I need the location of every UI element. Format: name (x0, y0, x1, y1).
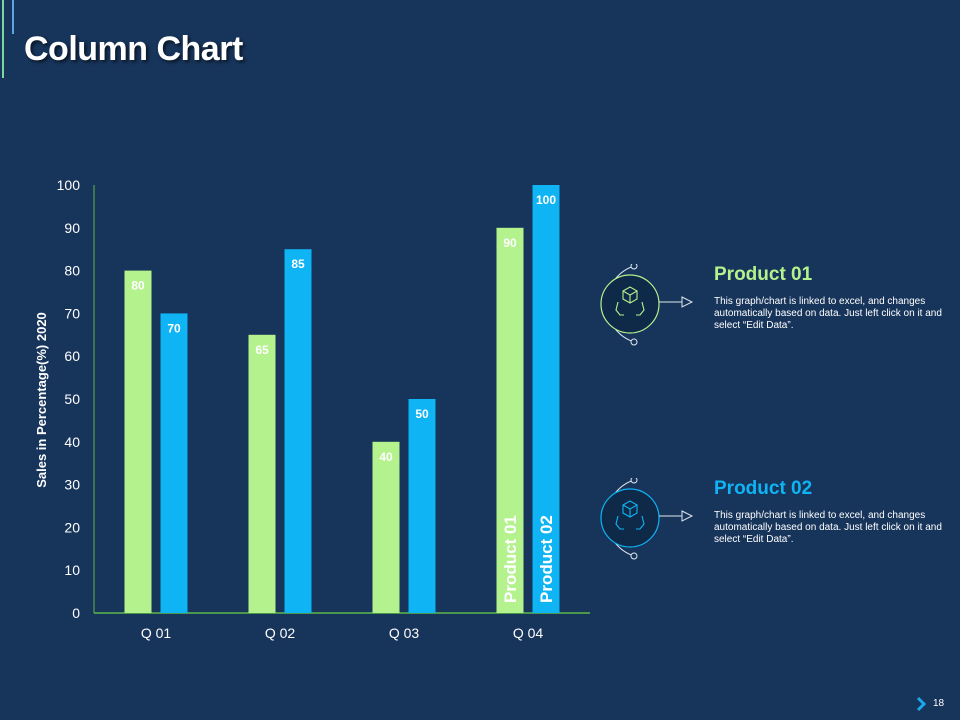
legend-product-01: Product 01 This graph/chart is linked to… (590, 264, 950, 364)
legend-title: Product 02 (714, 478, 813, 499)
y-tick-label: 80 (64, 263, 80, 279)
y-axis-ticks: 0 10 20 30 40 50 60 70 80 90 100 (57, 177, 81, 621)
y-tick-label: 90 (64, 220, 80, 236)
series-labels-on-bars: Product 01 Product 02 (501, 515, 556, 603)
bars (124, 185, 560, 614)
legend-product-02: Product 02 This graph/chart is linked to… (590, 478, 950, 578)
data-label: 65 (255, 343, 269, 357)
bar-product-01-q02 (248, 334, 276, 613)
x-category-label: Q 01 (141, 625, 172, 641)
slide-title: Column Chart (24, 30, 243, 68)
bar-product-01-q04 (496, 227, 524, 614)
y-axis-label: Sales in Percentage(%) 2020 (34, 312, 49, 488)
y-tick-label: 60 (64, 348, 80, 364)
bar-product-02-q02 (284, 249, 312, 613)
bar-series-label: Product 01 (501, 515, 520, 603)
y-tick-label: 70 (64, 305, 80, 321)
y-tick-label: 40 (64, 434, 80, 450)
bar-product-02-q03 (408, 399, 436, 613)
bar-product-01-q01 (124, 270, 152, 613)
x-category-label: Q 03 (389, 625, 420, 641)
data-label: 90 (503, 236, 517, 250)
data-label: 80 (131, 279, 145, 293)
legend-description: This graph/chart is linked to excel, and… (714, 296, 942, 331)
x-category-label: Q 04 (513, 625, 544, 641)
category-labels: Q 01 Q 02 Q 03 Q 04 (141, 625, 544, 641)
data-labels: 80 70 65 85 40 50 90 100 (131, 193, 556, 464)
page-number: 18 (933, 698, 945, 709)
legend-description: This graph/chart is linked to excel, and… (714, 510, 942, 545)
title-accent-lines (0, 0, 20, 80)
data-label: 70 (167, 321, 181, 335)
data-label: 85 (291, 257, 305, 271)
y-tick-label: 10 (64, 562, 80, 578)
box-in-hands-icon (600, 264, 694, 346)
data-label: 50 (415, 407, 429, 421)
y-tick-label: 0 (72, 605, 80, 621)
y-tick-label: 50 (64, 391, 80, 407)
legend-title: Product 01 (714, 264, 813, 285)
y-tick-label: 20 (64, 519, 80, 535)
bar-product-02-q04 (532, 185, 560, 613)
y-tick-label: 30 (64, 477, 80, 493)
next-slide-chevron-icon[interactable] (915, 696, 927, 712)
box-in-hands-icon (600, 478, 694, 560)
data-label: 100 (536, 193, 556, 207)
bar-series-label: Product 02 (537, 515, 556, 603)
bar-product-02-q01 (160, 313, 188, 613)
bar-product-01-q03 (372, 441, 400, 613)
x-category-label: Q 02 (265, 625, 296, 641)
data-label: 40 (379, 450, 393, 464)
y-tick-label: 100 (57, 177, 81, 193)
